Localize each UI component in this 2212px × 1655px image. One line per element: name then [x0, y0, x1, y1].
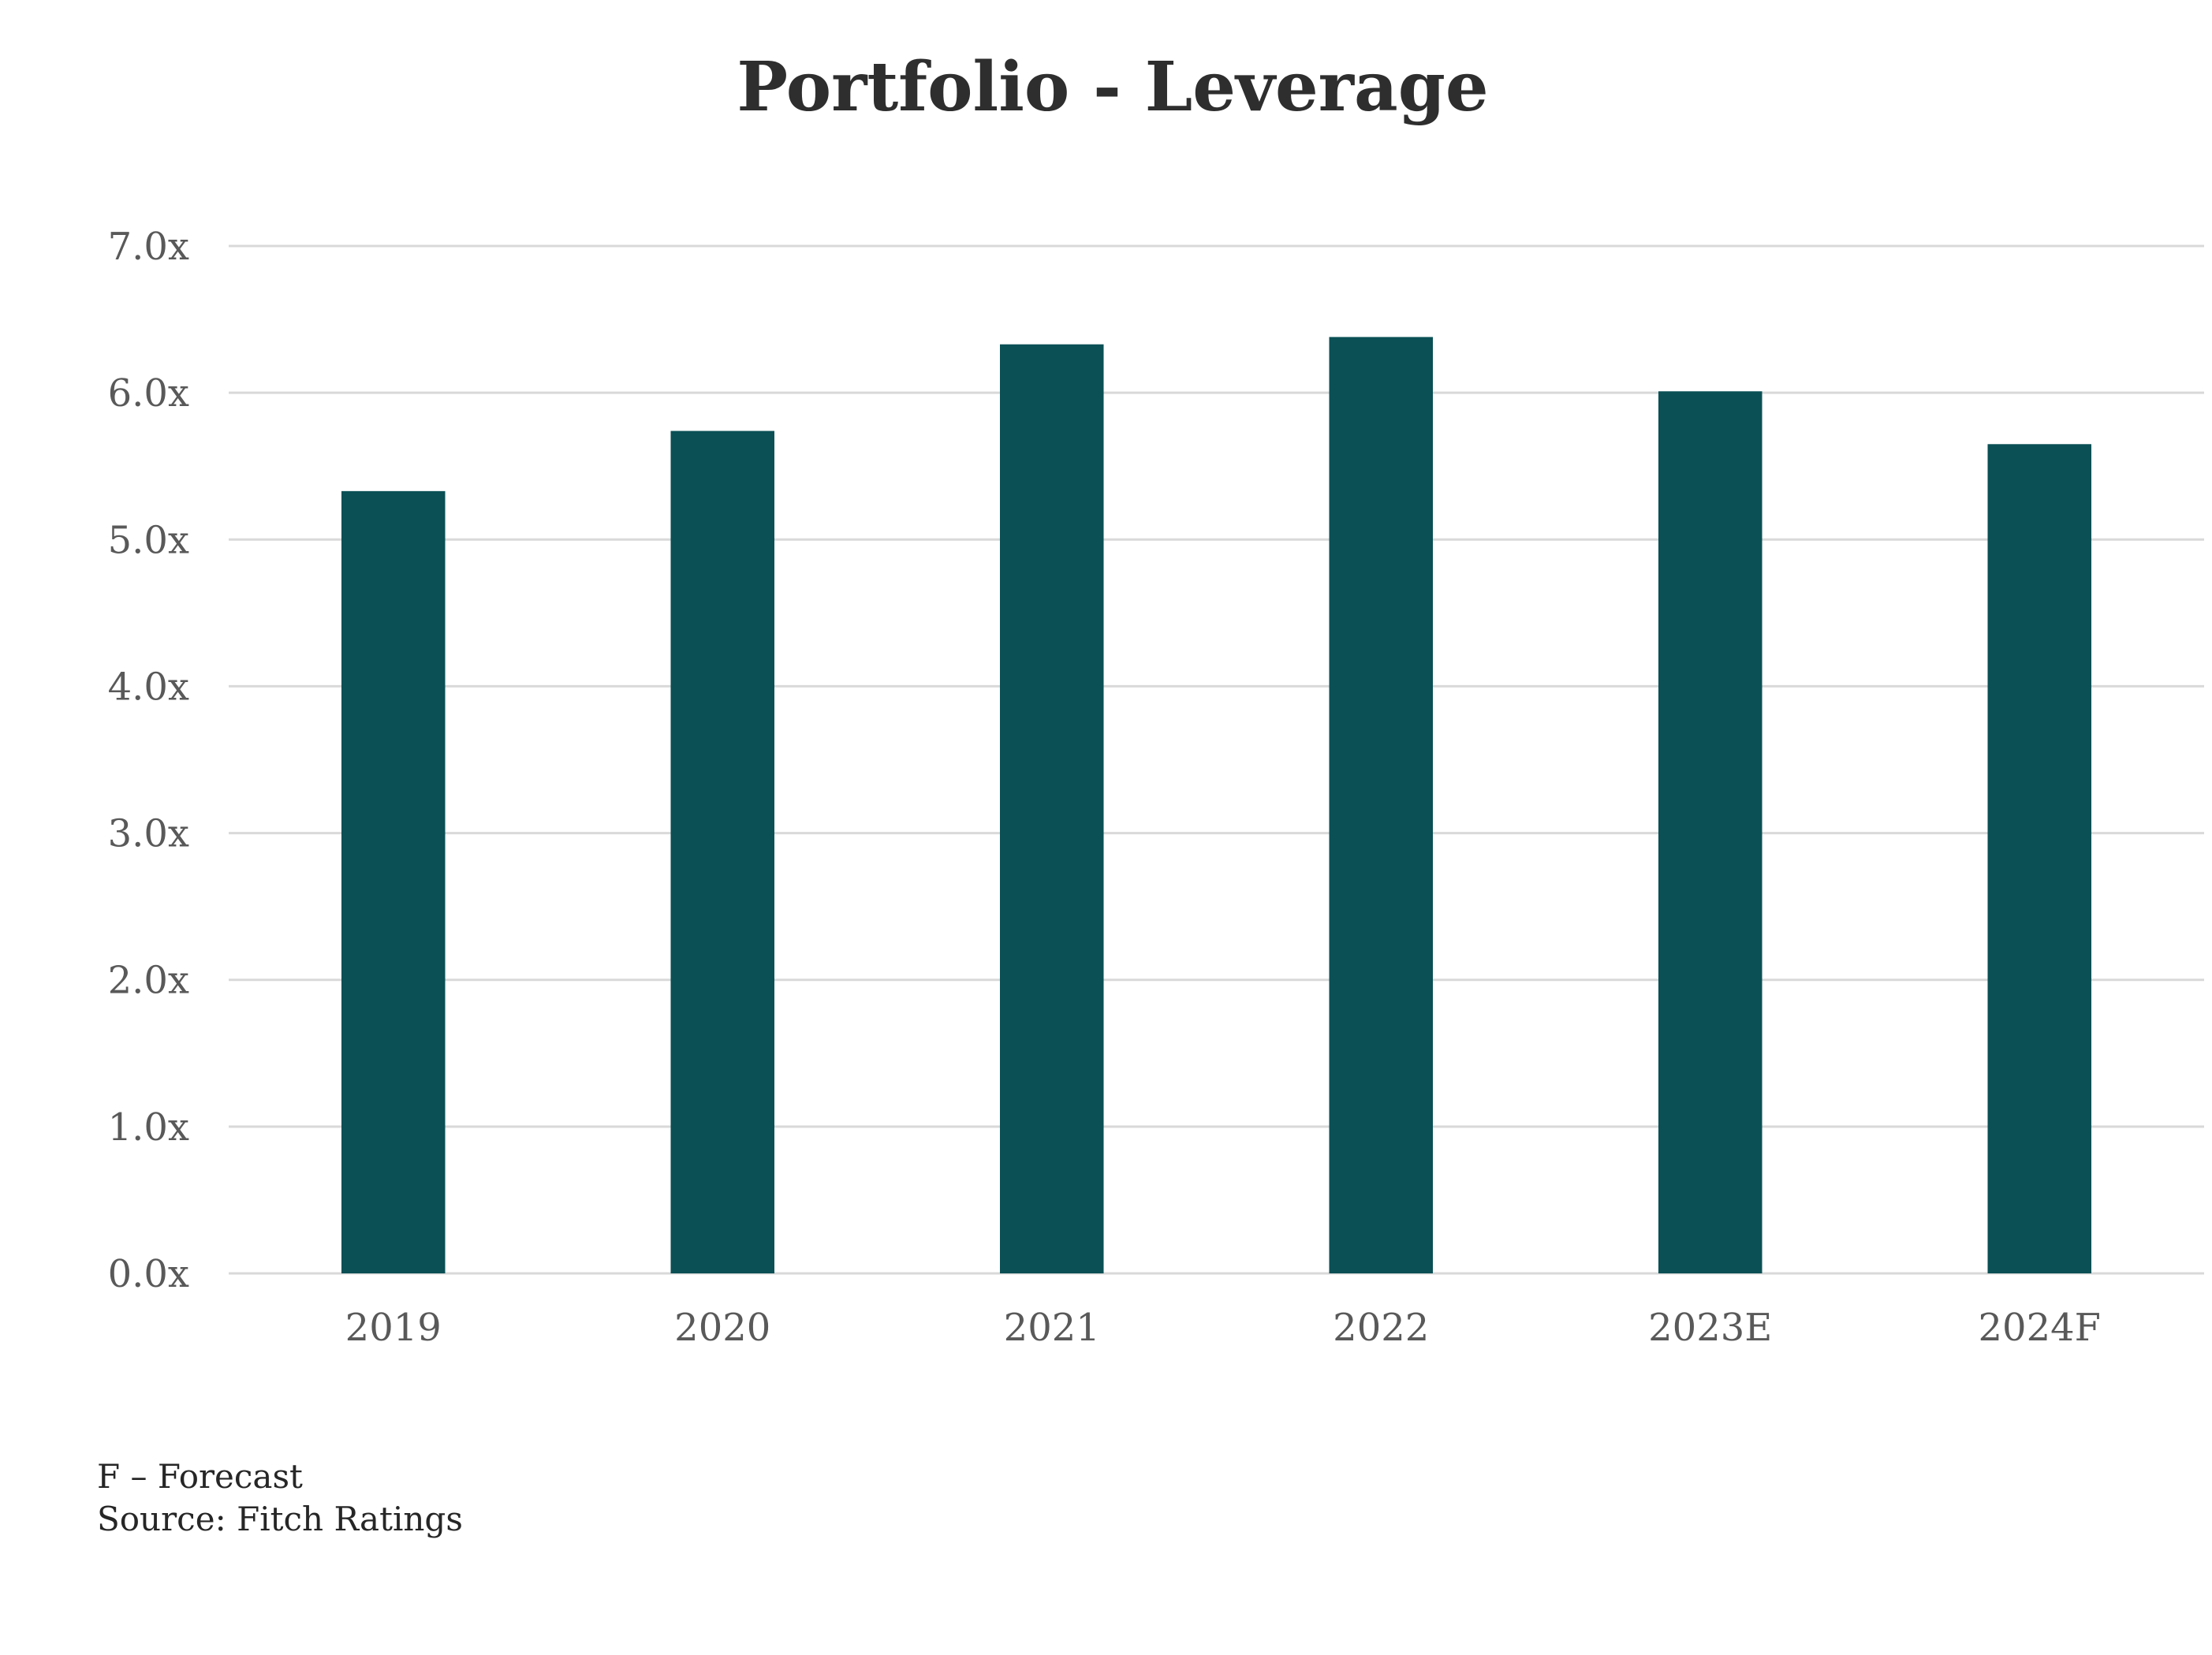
y-tick-label: 0.0x [108, 1252, 189, 1296]
bars [341, 337, 2092, 1274]
x-tick-label: 2021 [1004, 1306, 1100, 1350]
y-tick-label: 4.0x [108, 665, 189, 709]
y-tick-label: 6.0x [108, 371, 189, 416]
x-tick-label: 2023E [1648, 1306, 1772, 1350]
x-tick-label: 2024F [1979, 1306, 2101, 1350]
bar-2022 [1329, 337, 1434, 1273]
gridlines [229, 244, 2204, 1275]
bar-2020 [670, 431, 775, 1273]
x-tick-label: 2020 [674, 1306, 770, 1350]
y-axis-tick-labels: 0.0x 1.0x 2.0x 3.0x 4.0x 5.0x 6.0x 7.0x [108, 225, 189, 1296]
bar-2024F [1987, 444, 2092, 1273]
y-tick-label: 7.0x [108, 225, 189, 269]
bar-2023E [1658, 391, 1763, 1273]
y-tick-label: 2.0x [108, 959, 189, 1003]
bar-2021 [999, 344, 1104, 1274]
y-tick-label: 1.0x [108, 1105, 189, 1150]
forecast-note: F – Forecast [97, 1457, 303, 1496]
x-tick-label: 2022 [1333, 1306, 1429, 1350]
x-axis-tick-labels: 2019 2020 2021 2022 2023E 2024F [345, 1306, 2101, 1350]
y-tick-label: 3.0x [108, 812, 189, 856]
y-tick-label: 5.0x [108, 518, 189, 562]
source-note: Source: Fitch Ratings [97, 1500, 463, 1538]
bar-2019 [341, 490, 446, 1273]
chart-title: Portfolio - Leverage [737, 47, 1488, 127]
x-tick-label: 2019 [345, 1306, 442, 1350]
